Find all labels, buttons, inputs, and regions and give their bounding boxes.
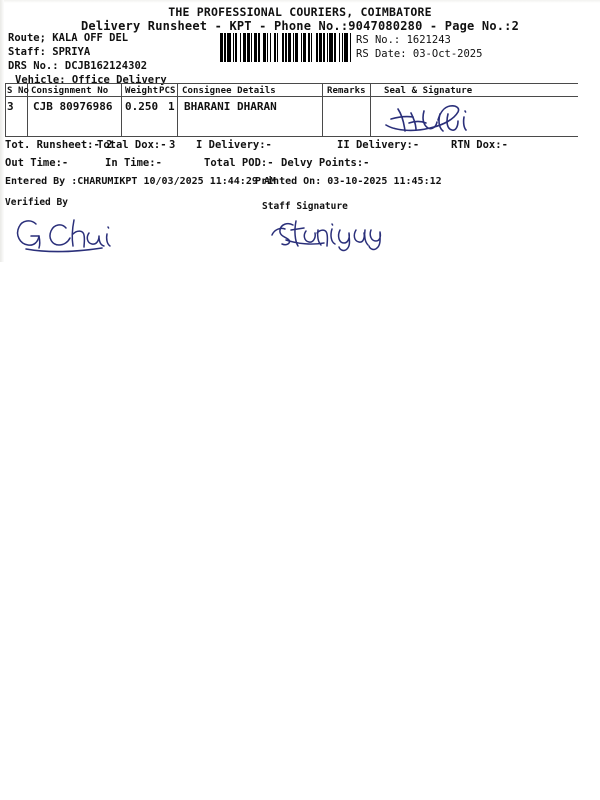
total-dox-value: 3 — [169, 139, 176, 151]
rtn-dox: RTN Dox:- — [451, 139, 508, 151]
seal-signature-handwriting — [378, 101, 493, 135]
rs-date-label: RS Date: — [356, 48, 407, 60]
total-dox-label: Total Dox:- — [97, 139, 167, 151]
barcode — [220, 33, 353, 62]
staff-value: SPRIYA — [52, 46, 91, 58]
col-header-weight: Weight — [125, 86, 159, 96]
staff-signature-label: Staff Signature — [262, 201, 348, 212]
col-header-consignment-no: Consignment No — [31, 86, 109, 96]
route-label: Route; — [8, 32, 46, 44]
rs-date-value: 03-Oct-2025 — [412, 48, 483, 60]
staff-signature-handwriting — [268, 215, 388, 252]
scan-left-edge — [0, 0, 4, 262]
second-delivery: II Delivery:- — [337, 139, 420, 151]
rs-no-value: 1621243 — [406, 34, 451, 46]
col-divider-consignment — [121, 83, 122, 136]
drs-label: DRS No.: — [8, 60, 59, 72]
col-header-s-no: S No — [7, 86, 30, 96]
page-subtitle: Delivery Runsheet - KPT - Phone No.:9047… — [80, 19, 520, 33]
staff-line: Staff: SPRIYA — [8, 46, 167, 60]
col-header-seal-signature: Seal & Signature — [384, 86, 473, 96]
header-meta-right: RS No.: 1621243 RS Date: 03-Oct-2025 — [356, 34, 482, 62]
table-bottom-rule — [5, 136, 578, 137]
rs-no-label: RS No.: — [356, 34, 401, 46]
cell-consignment-no: CJB 80976986 — [33, 100, 113, 113]
verified-by-handwriting — [14, 216, 124, 253]
total-runsheet: Tot. Runsheet:- 2 — [5, 139, 113, 151]
col-header-remarks: Remarks — [327, 86, 366, 96]
table-border-left — [5, 83, 6, 136]
cell-pcs: 1 — [168, 100, 175, 113]
entered-by: Entered By :CHARUMIKPT 10/03/2025 11:44:… — [5, 176, 276, 187]
col-divider-sno — [27, 83, 28, 136]
scan-top-edge — [0, 0, 600, 3]
in-time: In Time:- — [105, 157, 162, 169]
route-line: Route; KALA OFF DEL — [8, 32, 167, 46]
printed-on: Printed On: 03-10-2025 11:45:12 — [255, 176, 442, 187]
vehicle-value: Office Delivery — [71, 74, 167, 86]
staff-label: Staff: — [8, 46, 46, 58]
rs-date-line: RS Date: 03-Oct-2025 — [356, 48, 482, 62]
col-divider-consignee — [322, 83, 323, 136]
rs-no-line: RS No.: 1621243 — [356, 34, 482, 48]
out-time: Out Time:- — [5, 157, 69, 169]
cell-s-no: 3 — [7, 100, 14, 113]
page-title: THE PROFESSIONAL COURIERS, COIMBATORE — [168, 5, 432, 19]
verified-by-label: Verified By — [5, 197, 68, 208]
delvy-points: Delvy Points:- — [281, 157, 370, 169]
col-header-pcs: PCS — [159, 86, 176, 96]
first-delivery: I Delivery:- — [196, 139, 272, 151]
table-header-rule — [5, 96, 578, 97]
header-meta-left: Route; KALA OFF DEL Staff: SPRIYA DRS No… — [8, 32, 167, 88]
table-top-rule — [5, 83, 578, 84]
col-header-consignee-details: Consignee Details — [182, 86, 276, 96]
cell-consignee-details: BHARANI DHARAN — [184, 100, 277, 113]
col-divider-remarks — [370, 83, 371, 136]
vehicle-label: Vehicle: — [15, 74, 66, 86]
drs-value: DCJB162124302 — [64, 60, 148, 72]
total-pod: Total POD:- — [204, 157, 274, 169]
drs-line: DRS No.: DCJB162124302 — [8, 60, 167, 74]
route-value: KALA OFF DEL — [52, 32, 129, 44]
cell-weight: 0.250 — [125, 100, 159, 113]
col-divider-weight-pcs — [177, 83, 178, 136]
